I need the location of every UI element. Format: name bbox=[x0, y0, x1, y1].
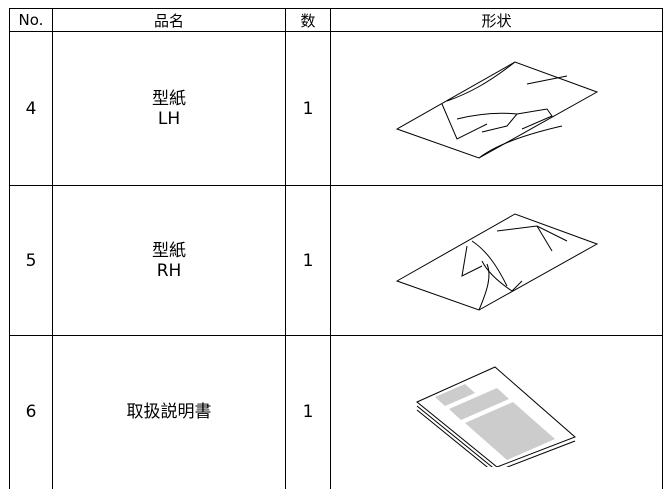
name-line: 型紙 bbox=[152, 88, 186, 109]
no-cell: 6 bbox=[9, 335, 53, 489]
row: 5 型紙 RH 1 bbox=[9, 185, 663, 336]
qty-cell: 1 bbox=[285, 335, 331, 489]
manual-illustration bbox=[415, 366, 576, 468]
name-cell: 取扱説明書 bbox=[52, 335, 286, 489]
header-cell: No. bbox=[9, 8, 53, 32]
row: 4 型紙 LH 1 bbox=[9, 31, 663, 186]
no-cell: 4 bbox=[9, 31, 53, 186]
name-cell: 型紙 LH bbox=[52, 31, 286, 186]
shape-cell bbox=[330, 31, 663, 186]
header-cell: 品名 bbox=[52, 8, 286, 32]
name-line: RH bbox=[156, 260, 182, 281]
row: 6 取扱説明書 1 bbox=[9, 335, 663, 489]
pattern-illustration bbox=[395, 60, 598, 159]
pattern-illustration bbox=[395, 212, 598, 311]
parts-table: No. 品名 数 形状 4 型紙 LH 1 5 型紙 RH bbox=[9, 8, 663, 489]
qty-cell: 1 bbox=[285, 31, 331, 186]
header-cell: 数 bbox=[285, 8, 331, 32]
header-row: No. 品名 数 形状 bbox=[9, 8, 663, 32]
shape-cell bbox=[330, 335, 663, 489]
header-cell: 形状 bbox=[330, 8, 663, 32]
name-line: 型紙 bbox=[152, 240, 186, 261]
name-line: LH bbox=[157, 108, 181, 129]
name-line: 取扱説明書 bbox=[126, 402, 212, 423]
shape-cell bbox=[330, 185, 663, 336]
name-cell: 型紙 RH bbox=[52, 185, 286, 336]
no-cell: 5 bbox=[9, 185, 53, 336]
qty-cell: 1 bbox=[285, 185, 331, 336]
